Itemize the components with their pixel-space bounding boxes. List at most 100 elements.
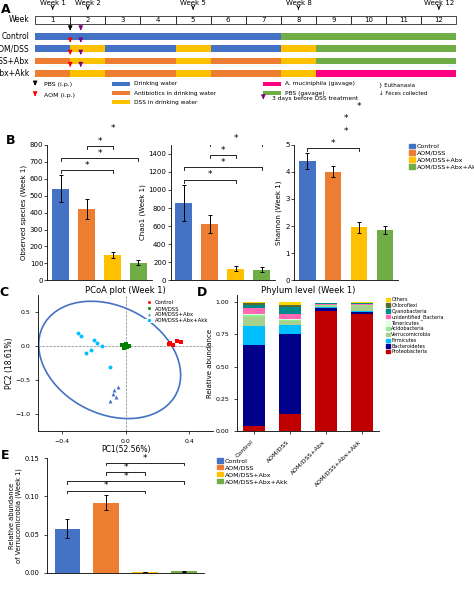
Text: PBS (gavage): PBS (gavage) [285, 90, 325, 95]
Text: AOM/DSS: AOM/DSS [0, 44, 30, 53]
Bar [386, 16, 421, 24]
Text: Drinking water: Drinking water [134, 81, 177, 86]
Bar [140, 16, 175, 24]
Bar [35, 33, 281, 40]
Bar [316, 70, 456, 77]
Bar [351, 303, 373, 304]
Bar [78, 209, 95, 280]
Bar [253, 270, 270, 280]
Text: *: * [97, 149, 102, 158]
Y-axis label: Observed species (Week 1): Observed species (Week 1) [20, 165, 27, 260]
Text: D: D [197, 286, 208, 299]
Text: *: * [331, 139, 335, 148]
Bar [279, 334, 301, 414]
Bar [228, 268, 244, 280]
Text: *: * [104, 481, 109, 490]
Point [93, 338, 100, 348]
Bar [132, 572, 158, 573]
Bar [299, 161, 316, 280]
Text: *: * [123, 463, 128, 472]
Bar [244, 344, 265, 426]
Bar [315, 303, 337, 304]
Bar [421, 16, 456, 24]
Point [170, 340, 177, 350]
Text: Week: Week [9, 15, 30, 24]
X-axis label: PC1(52.56%): PC1(52.56%) [101, 445, 150, 454]
Bar [175, 70, 210, 77]
Point [74, 328, 82, 338]
Point [123, 342, 131, 352]
Text: Antibiotics in drinking water: Antibiotics in drinking water [134, 90, 216, 95]
Bar [351, 312, 373, 314]
Text: *: * [208, 171, 212, 179]
Point [90, 335, 98, 344]
Y-axis label: Relative abundance: Relative abundance [207, 329, 213, 398]
Legend: Others, Chloroflexi, Cyanobacteria, unidentified_Bacteria, Tenericutes, Acidobac: Others, Chloroflexi, Cyanobacteria, unid… [384, 295, 446, 356]
Bar [351, 304, 373, 305]
Bar [172, 571, 197, 573]
Text: 10: 10 [364, 17, 373, 23]
Bar [175, 45, 210, 52]
Bar [105, 70, 175, 77]
Text: 7: 7 [261, 17, 265, 23]
Bar [244, 315, 265, 317]
Text: AOM (i.p.): AOM (i.p.) [44, 93, 75, 98]
Bar [315, 308, 337, 311]
Text: Week 1: Week 1 [40, 0, 65, 6]
Bar [316, 45, 456, 52]
Bar [35, 16, 70, 24]
Bar [264, 81, 281, 86]
Text: *: * [123, 472, 128, 481]
Text: *: * [84, 161, 89, 170]
Text: Week 12: Week 12 [424, 0, 454, 6]
Point [114, 382, 121, 392]
Bar [281, 70, 316, 77]
Bar [315, 304, 337, 305]
Point [106, 396, 113, 405]
Text: *: * [143, 454, 147, 463]
Point [120, 343, 128, 353]
Bar [52, 189, 69, 280]
Text: 12: 12 [435, 17, 443, 23]
Bar [351, 306, 373, 311]
Text: Week 2: Week 2 [75, 0, 100, 6]
Text: 3: 3 [121, 17, 125, 23]
Bar [105, 57, 175, 65]
Y-axis label: PC2 (18.61%): PC2 (18.61%) [5, 338, 14, 389]
Bar [112, 90, 130, 95]
Bar [55, 529, 80, 573]
Point [173, 336, 181, 346]
Text: B: B [6, 134, 15, 147]
Text: *: * [220, 158, 225, 167]
Text: *: * [344, 115, 348, 123]
Bar [244, 308, 265, 314]
Bar [246, 16, 281, 24]
Bar [264, 90, 281, 95]
Bar [105, 16, 140, 24]
Text: E: E [0, 449, 9, 462]
Text: Week 8: Week 8 [285, 0, 311, 6]
Title: Phylum level (Week 1): Phylum level (Week 1) [261, 286, 356, 295]
Bar [315, 306, 337, 307]
Bar [35, 57, 70, 65]
Bar [210, 70, 281, 77]
Text: *: * [234, 134, 238, 143]
Bar [279, 314, 301, 319]
Bar [279, 319, 301, 320]
Legend: Control, AOM/DSS, AOM/DSS+Abx, AOM/DSS+Abx+Akk: Control, AOM/DSS, AOM/DSS+Abx, AOM/DSS+A… [215, 456, 291, 487]
Point [166, 338, 174, 348]
Text: A. muciniphila (gavage): A. muciniphila (gavage) [285, 81, 355, 86]
Point [165, 339, 173, 349]
Title: PCoA plot (Week 1): PCoA plot (Week 1) [85, 286, 166, 295]
Bar [70, 45, 105, 52]
Bar [244, 317, 265, 326]
Bar [351, 311, 373, 312]
Point [82, 349, 90, 358]
Bar [210, 57, 281, 65]
Bar [281, 16, 316, 24]
Legend: Control, AOM/DSS, AOM/DSS+Abx, AOM/DSS+Abx+Akk: Control, AOM/DSS, AOM/DSS+Abx, AOM/DSS+A… [407, 141, 474, 172]
Bar [93, 502, 119, 573]
Text: 3 days before DSS treatment: 3 days before DSS treatment [272, 96, 358, 101]
Point [112, 393, 120, 402]
Y-axis label: Relative abundance
of Verrucomicrobia (Week 1): Relative abundance of Verrucomicrobia (W… [9, 468, 22, 563]
